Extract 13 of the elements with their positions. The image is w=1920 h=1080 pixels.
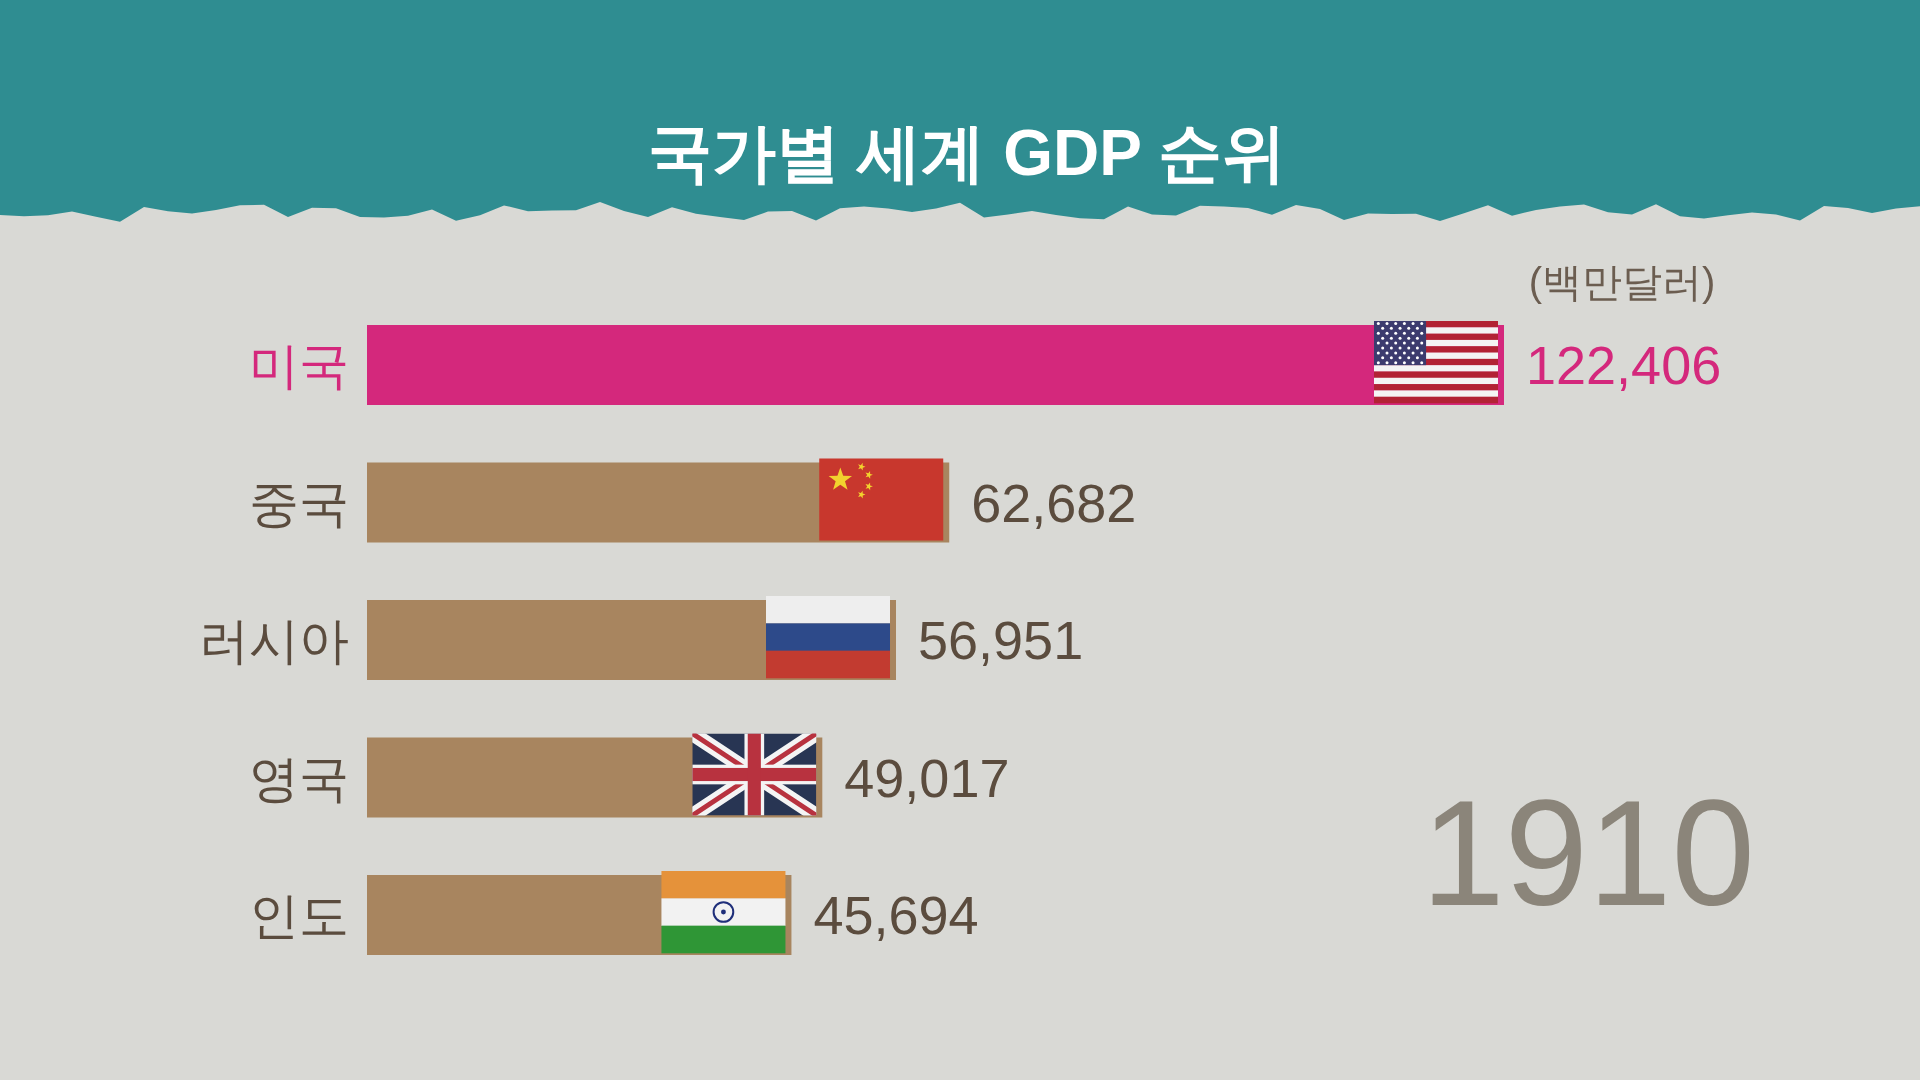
category-label: 미국 [249,338,349,394]
value-label: 56,951 [918,610,1084,670]
category-label: 중국 [249,475,349,532]
value-label: 122,406 [1526,335,1722,395]
title: 국가별 세계 GDP 순위 [647,117,1287,189]
value-label: 45,694 [813,885,979,945]
category-label: 영국 [249,750,349,807]
value-label: 62,682 [971,472,1137,533]
value-label: 49,017 [844,747,1010,808]
category-label: 인도 [249,888,349,944]
annotation: (백만달러) [1528,260,1716,304]
category-label: 러시아 [199,613,349,669]
annotation: 1910 [1421,769,1755,937]
